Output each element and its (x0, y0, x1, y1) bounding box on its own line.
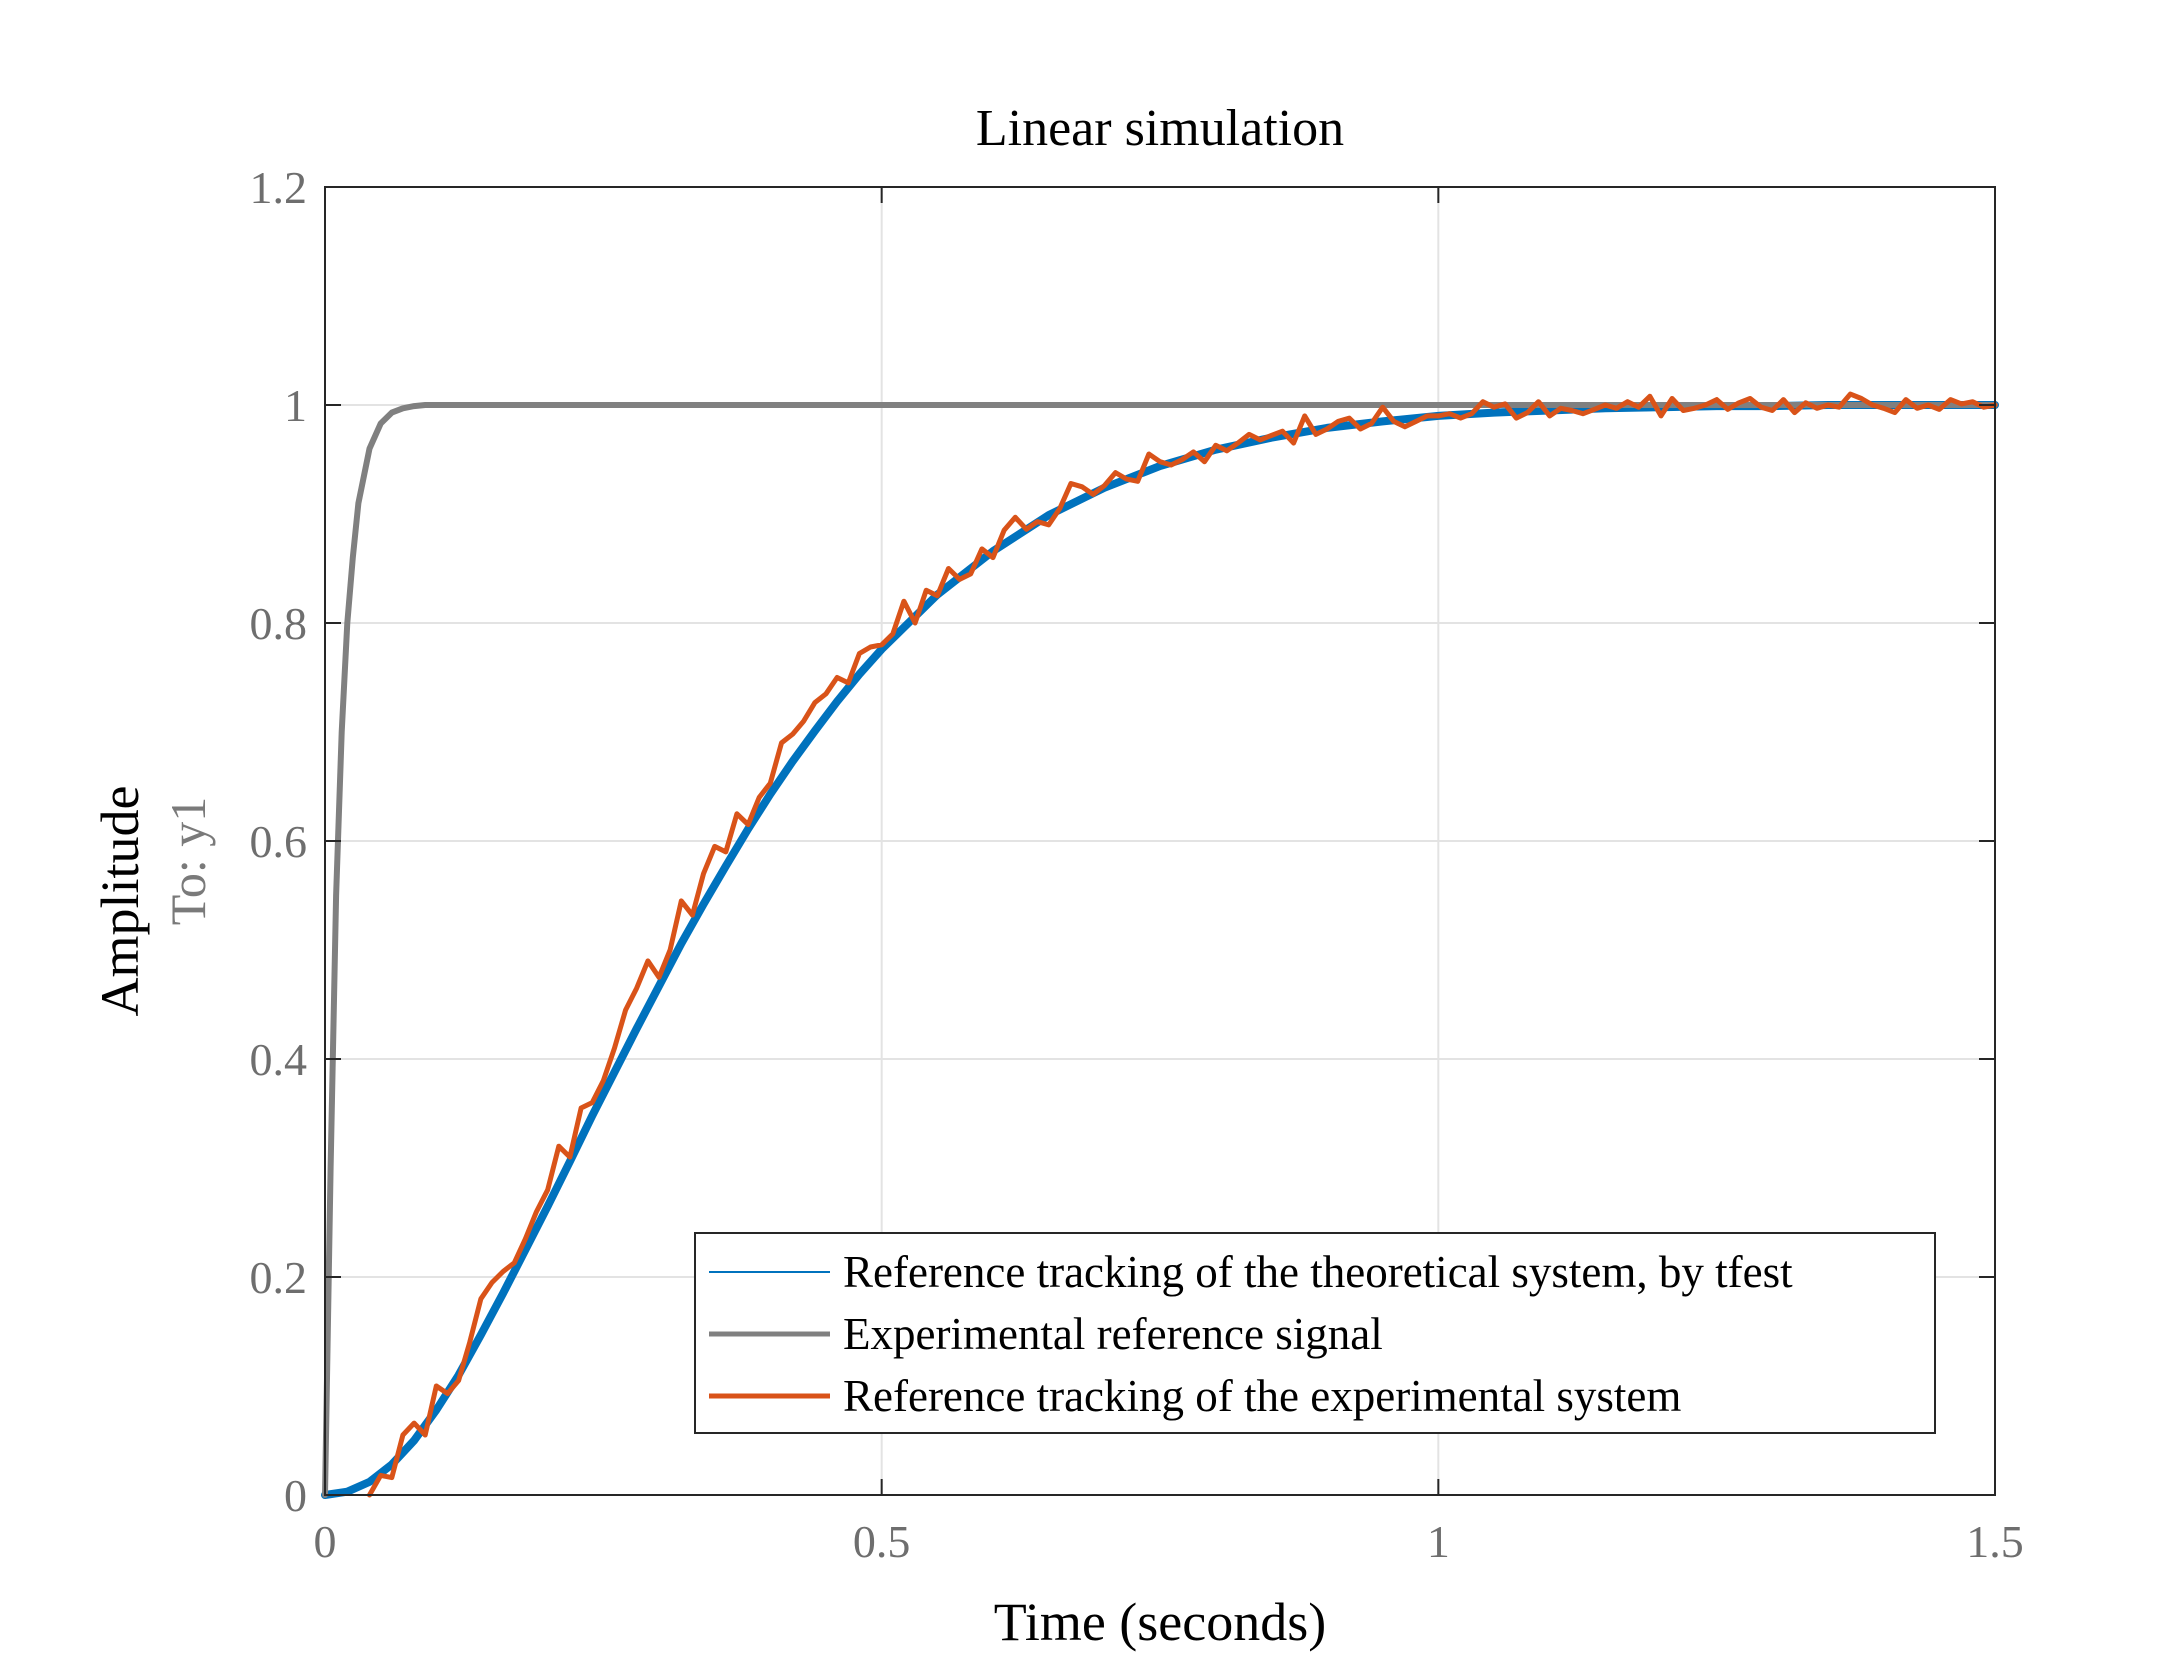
x-tick-label: 0.5 (853, 1516, 911, 1567)
legend-label: Experimental reference signal (843, 1309, 1383, 1359)
chart-title: Linear simulation (976, 100, 1344, 157)
x-tick-label: 1 (1427, 1516, 1450, 1567)
y-axis-label: Amplitude (90, 786, 150, 1017)
legend-label: Reference tracking of the experimental s… (843, 1371, 1681, 1421)
y-tick-label: 0.2 (250, 1252, 308, 1303)
x-tick-label: 1.5 (1966, 1516, 2024, 1567)
y-axis-output-label: To: y1 (160, 797, 216, 925)
y-tick-label: 0.8 (250, 598, 308, 649)
legend-box (694, 1232, 1936, 1434)
x-axis-label: Time (seconds) (994, 1592, 1327, 1652)
y-tick-label: 0.6 (250, 816, 308, 867)
series-line-experimental (367, 391, 1998, 1498)
ticks: 0 0.5 1 1.5 0 0.2 0.4 0.6 0.8 1 1.2 (250, 162, 2024, 1567)
legend-label: Reference tracking of the theoretical sy… (843, 1247, 1793, 1297)
plot-area (321, 391, 1999, 1499)
y-tick-label: 1 (284, 380, 307, 431)
series-line-theoretical (321, 401, 1999, 1499)
y-tick-label: 1.2 (250, 162, 308, 213)
y-tick-label: 0 (284, 1470, 307, 1521)
x-tick-label: 0 (314, 1516, 337, 1567)
y-tick-label: 0.4 (250, 1034, 308, 1085)
legend: Reference tracking of the theoretical sy… (694, 1232, 1936, 1434)
series-line-reference (322, 402, 1998, 1498)
